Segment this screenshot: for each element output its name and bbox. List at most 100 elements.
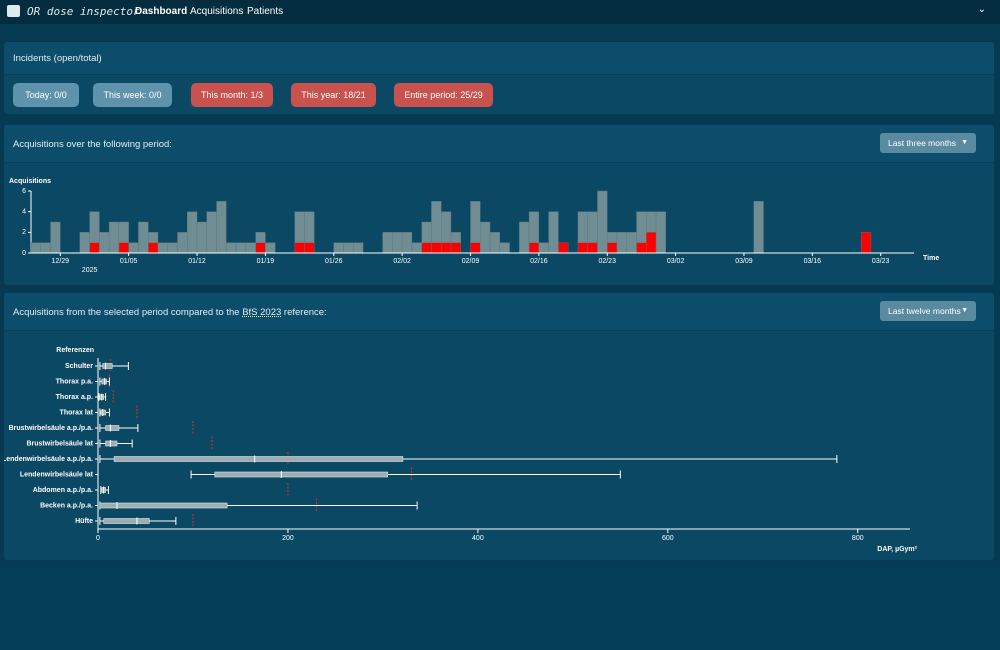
- bar-segment: [538, 242, 549, 254]
- box: [214, 471, 388, 478]
- bar-segment: [636, 211, 647, 243]
- x-tick-label: 01/19: [257, 258, 275, 265]
- y-tick-label: 2: [22, 229, 26, 236]
- box: [103, 518, 150, 524]
- bar-segment: [646, 211, 657, 233]
- box: [99, 502, 228, 509]
- y-tick-label: 6: [22, 188, 26, 195]
- bar-segment: [206, 211, 217, 254]
- bar-segment: [216, 201, 227, 254]
- bar-segment: [333, 242, 344, 254]
- card-header: Incidents (open/total): [4, 42, 994, 75]
- bar-segment: [265, 242, 276, 254]
- category-label: Lendenwirbelsäule a.p./p.a.: [4, 456, 93, 463]
- box: [105, 440, 118, 447]
- category-label: Thorax lat: [60, 409, 94, 416]
- bar-segment: [30, 242, 41, 254]
- bar-segment: [108, 221, 120, 254]
- y-tick-label: 0: [22, 250, 26, 257]
- bar-segment: [411, 242, 422, 254]
- y-tick-label: 4: [22, 209, 26, 216]
- incident-button[interactable]: Today: 0/0: [13, 83, 79, 107]
- bar-segment: [89, 211, 100, 243]
- bar-segment: [40, 242, 51, 254]
- box: [102, 363, 113, 369]
- year-label: 2025: [82, 267, 98, 274]
- bar-segment: [128, 242, 139, 254]
- x-tick-label: 400: [472, 535, 484, 542]
- bar-segment: [147, 242, 159, 254]
- bar-segment: [304, 242, 315, 254]
- category-label: Becken a.p./p.a.: [40, 502, 93, 509]
- x-tick-label: 0: [96, 535, 100, 542]
- bar-segment: [392, 232, 403, 254]
- incident-button[interactable]: This month: 1/3: [191, 83, 273, 107]
- incident-button[interactable]: This year: 18/21: [291, 83, 376, 107]
- bar-segment: [157, 242, 168, 254]
- select-label: Last three months: [888, 138, 957, 148]
- x-tick-label: 01/05: [120, 258, 138, 265]
- bar-segment: [548, 211, 559, 254]
- card-title: Incidents (open/total): [13, 53, 102, 64]
- bar-segment: [597, 190, 608, 254]
- box: [105, 425, 120, 431]
- bar-segment: [138, 221, 149, 254]
- period-select[interactable]: Last three months ▼: [880, 133, 976, 153]
- select-label: Last twelve months: [888, 306, 961, 316]
- x-tick-label: 03/16: [804, 258, 822, 265]
- reference-card: Acquisitions from the selected period co…: [4, 293, 994, 560]
- bar-segment: [431, 242, 442, 254]
- x-tick-label: 03/23: [872, 258, 890, 265]
- nav-link[interactable]: Patients: [247, 6, 284, 17]
- bar-segment: [587, 242, 598, 254]
- x-tick-label: 01/12: [188, 258, 206, 265]
- category-label: Brustwirbelsäule lat: [26, 440, 93, 447]
- x-tick-label: 600: [662, 535, 674, 542]
- category-label: Thorax a.p.: [56, 394, 93, 401]
- bar-segment: [519, 221, 530, 254]
- menu-toggle[interactable]: ⌄: [977, 4, 986, 15]
- bar-segment: [577, 242, 588, 254]
- bar-segment: [470, 242, 481, 254]
- bar-segment: [616, 232, 627, 254]
- y-axis-label: Referenzen: [56, 347, 94, 354]
- x-tick-label: 01/26: [325, 258, 343, 265]
- bar-segment: [441, 242, 452, 254]
- card-title: Acquisitions over the following period:: [13, 139, 172, 150]
- bar-segment: [226, 242, 237, 254]
- x-tick-label: 02/23: [598, 258, 616, 265]
- y-axis-label: Acquisitions: [9, 178, 51, 185]
- bar-segment: [489, 232, 500, 254]
- bar-segment: [343, 242, 354, 254]
- bar-segment: [89, 242, 100, 254]
- incident-button[interactable]: This week: 0/0: [93, 83, 172, 107]
- bar-segment: [577, 211, 588, 243]
- bar-segment: [587, 211, 598, 243]
- x-tick-label: 12/29: [52, 258, 70, 265]
- card-title: Acquisitions from the selected period co…: [13, 307, 327, 318]
- bar-segment: [177, 232, 188, 254]
- acquisitions-card: Acquisitions over the following period: …: [4, 125, 994, 285]
- bar-segment: [421, 221, 432, 243]
- nav-link[interactable]: Dashboard: [135, 6, 188, 17]
- bar-segment: [118, 242, 129, 254]
- x-tick-label: 03/09: [735, 258, 753, 265]
- brand[interactable]: OR dose inspector: [27, 5, 140, 18]
- bar-segment: [607, 232, 618, 243]
- bar-segment: [655, 211, 667, 254]
- title-text: Acquisitions from the selected period co…: [13, 307, 243, 318]
- box: [113, 456, 404, 462]
- bar-segment: [187, 211, 198, 254]
- category-label: Hüfte: [75, 518, 93, 525]
- nav-link[interactable]: Acquisitions: [190, 6, 244, 17]
- bar-segment: [245, 242, 256, 254]
- x-tick-label: 02/09: [462, 258, 480, 265]
- bar-segment: [255, 232, 266, 243]
- incident-button[interactable]: Entire period: 25/29: [394, 83, 493, 107]
- x-tick-label: 02/02: [393, 258, 411, 265]
- title-abbr: BfS 2023: [242, 307, 282, 318]
- bar-segment: [382, 232, 393, 254]
- period-select[interactable]: Last twelve months ▼: [880, 301, 976, 321]
- category-label: Lendenwirbelsäule lat: [20, 471, 94, 478]
